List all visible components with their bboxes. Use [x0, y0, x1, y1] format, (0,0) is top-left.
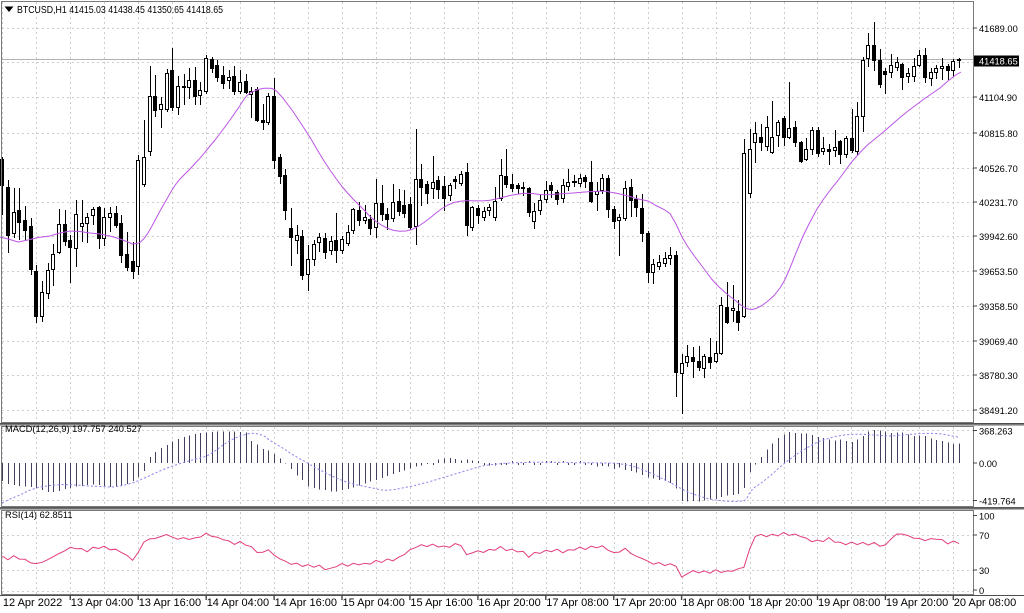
svg-text:15 Apr 04:00: 15 Apr 04:00: [343, 597, 405, 609]
svg-text:13 Apr 04:00: 13 Apr 04:00: [71, 597, 133, 609]
svg-text:20 Apr 08:00: 20 Apr 08:00: [954, 597, 1016, 609]
svg-text:40231.70: 40231.70: [979, 198, 1018, 208]
svg-text:41689.00: 41689.00: [979, 24, 1018, 34]
svg-text:-419.764: -419.764: [979, 497, 1016, 507]
svg-text:18 Apr 20:00: 18 Apr 20:00: [750, 597, 812, 609]
svg-text:38491.20: 38491.20: [979, 406, 1018, 416]
svg-text:41418.65: 41418.65: [979, 57, 1018, 67]
svg-text:39653.50: 39653.50: [979, 267, 1018, 277]
svg-text:14 Apr 16:00: 14 Apr 16:00: [275, 597, 337, 609]
svg-text:30: 30: [979, 566, 989, 576]
svg-text:16 Apr 20:00: 16 Apr 20:00: [478, 597, 540, 609]
svg-text:15 Apr 16:00: 15 Apr 16:00: [410, 597, 472, 609]
svg-text:368.263: 368.263: [979, 427, 1013, 437]
svg-text:19 Apr 08:00: 19 Apr 08:00: [818, 597, 880, 609]
svg-text:38780.30: 38780.30: [979, 371, 1018, 381]
svg-text:17 Apr 20:00: 17 Apr 20:00: [614, 597, 676, 609]
svg-text:RSI(14) 62.8511: RSI(14) 62.8511: [5, 510, 73, 520]
svg-text:BTCUSD,H1 41415.03 41438.45 4: BTCUSD,H1 41415.03 41438.45 41350.65 414…: [17, 4, 223, 16]
svg-text:17 Apr 08:00: 17 Apr 08:00: [546, 597, 608, 609]
svg-text:14 Apr 04:00: 14 Apr 04:00: [207, 597, 269, 609]
svg-text:0.00: 0.00: [979, 459, 997, 469]
svg-text:MACD(12,26,9) 197.757 240.527: MACD(12,26,9) 197.757 240.527: [5, 424, 142, 434]
svg-text:19 Apr 20:00: 19 Apr 20:00: [886, 597, 948, 609]
svg-text:100: 100: [979, 512, 995, 522]
svg-text:13 Apr 16:00: 13 Apr 16:00: [139, 597, 201, 609]
svg-text:70: 70: [979, 531, 989, 541]
svg-text:40526.70: 40526.70: [979, 164, 1018, 174]
svg-text:41104.90: 41104.90: [979, 93, 1017, 103]
svg-text:0: 0: [979, 586, 984, 596]
svg-text:40815.80: 40815.80: [979, 129, 1018, 139]
svg-text:39069.40: 39069.40: [979, 337, 1018, 347]
svg-text:39358.50: 39358.50: [979, 302, 1018, 312]
svg-text:18 Apr 08:00: 18 Apr 08:00: [682, 597, 744, 609]
svg-text:39942.60: 39942.60: [979, 232, 1018, 242]
svg-text:12 Apr 2022: 12 Apr 2022: [3, 597, 62, 609]
